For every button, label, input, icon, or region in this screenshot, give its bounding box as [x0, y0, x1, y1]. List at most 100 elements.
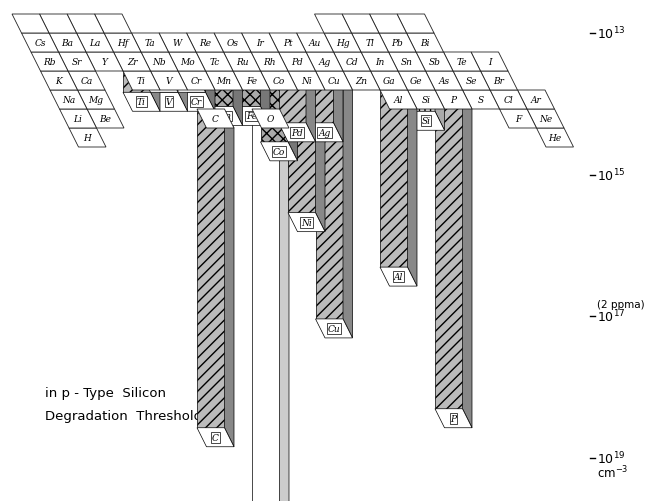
Polygon shape — [527, 110, 564, 129]
Text: Zn: Zn — [355, 77, 368, 86]
Text: Co: Co — [273, 77, 285, 86]
Polygon shape — [380, 268, 417, 287]
Text: Fe: Fe — [246, 77, 257, 86]
Polygon shape — [150, 72, 178, 93]
Text: Cu: Cu — [328, 324, 340, 333]
Polygon shape — [380, 91, 417, 110]
Polygon shape — [370, 15, 407, 34]
Polygon shape — [94, 15, 132, 34]
Text: Y: Y — [101, 58, 107, 67]
Polygon shape — [279, 53, 306, 124]
Polygon shape — [206, 72, 233, 107]
Polygon shape — [169, 53, 196, 74]
Polygon shape — [407, 91, 435, 112]
Polygon shape — [196, 53, 206, 93]
Text: Mn: Mn — [217, 77, 231, 86]
Text: Hg: Hg — [335, 39, 349, 48]
Polygon shape — [288, 72, 297, 161]
Polygon shape — [196, 53, 233, 72]
Polygon shape — [288, 72, 316, 213]
Text: Al: Al — [394, 96, 403, 105]
Polygon shape — [260, 72, 297, 91]
Polygon shape — [76, 34, 113, 53]
Polygon shape — [233, 107, 270, 126]
Polygon shape — [50, 91, 87, 110]
Text: Ar: Ar — [530, 96, 542, 105]
Text: Te: Te — [457, 58, 467, 67]
Polygon shape — [123, 72, 160, 91]
Text: As: As — [438, 77, 449, 86]
Text: Nb: Nb — [153, 79, 166, 88]
Polygon shape — [40, 15, 76, 34]
Polygon shape — [426, 72, 463, 91]
Polygon shape — [223, 53, 260, 72]
Text: Cu: Cu — [328, 77, 340, 86]
Polygon shape — [87, 110, 124, 129]
Polygon shape — [471, 53, 508, 72]
Text: Sb: Sb — [428, 58, 440, 67]
Text: Pd: Pd — [291, 129, 303, 138]
Text: Ir: Ir — [256, 39, 264, 48]
Polygon shape — [314, 15, 351, 34]
Polygon shape — [233, 72, 243, 126]
Text: Au: Au — [309, 39, 321, 48]
Text: Ru: Ru — [236, 58, 248, 67]
Polygon shape — [343, 72, 380, 91]
Text: Si: Si — [422, 117, 430, 126]
Text: Mo: Mo — [180, 58, 194, 67]
Text: Rh: Rh — [263, 58, 275, 67]
Polygon shape — [59, 53, 96, 72]
Polygon shape — [169, 74, 206, 93]
Text: P: P — [451, 96, 457, 105]
Text: Ge: Ge — [410, 77, 423, 86]
Text: V: V — [166, 77, 172, 86]
Text: Al: Al — [394, 273, 403, 282]
Polygon shape — [435, 91, 472, 110]
Polygon shape — [316, 72, 325, 232]
Polygon shape — [68, 72, 105, 91]
Text: Br: Br — [494, 77, 504, 86]
Text: Pt: Pt — [283, 39, 293, 48]
Text: I: I — [488, 58, 491, 67]
Polygon shape — [186, 34, 223, 53]
Polygon shape — [288, 72, 325, 91]
Text: S: S — [478, 96, 484, 105]
Polygon shape — [380, 91, 407, 268]
Polygon shape — [324, 34, 361, 53]
Text: Rb: Rb — [43, 58, 56, 67]
Polygon shape — [517, 91, 554, 110]
Polygon shape — [67, 15, 104, 34]
Text: O: O — [267, 115, 274, 124]
Text: Nb: Nb — [153, 58, 166, 67]
Text: Ag: Ag — [318, 129, 331, 138]
Polygon shape — [333, 53, 370, 72]
Polygon shape — [252, 110, 279, 501]
Polygon shape — [397, 15, 434, 34]
Text: Ti: Ti — [137, 98, 146, 107]
Text: Hf: Hf — [117, 39, 128, 48]
Text: C: C — [212, 115, 219, 124]
Text: $10^{19}$: $10^{19}$ — [597, 450, 625, 466]
Polygon shape — [435, 409, 472, 428]
Text: Pd: Pd — [291, 58, 303, 67]
Polygon shape — [260, 72, 270, 126]
Polygon shape — [398, 72, 435, 91]
Polygon shape — [123, 72, 150, 93]
Polygon shape — [480, 72, 517, 91]
Text: Mg: Mg — [88, 96, 103, 105]
Text: $10^{13}$: $10^{13}$ — [597, 26, 625, 42]
Polygon shape — [178, 93, 215, 112]
Polygon shape — [342, 15, 379, 34]
Polygon shape — [407, 91, 417, 287]
Polygon shape — [78, 91, 115, 110]
Polygon shape — [132, 34, 159, 55]
Text: Cr: Cr — [191, 77, 202, 86]
Text: W: W — [173, 60, 182, 69]
Polygon shape — [316, 319, 353, 338]
Polygon shape — [351, 34, 389, 53]
Text: Be: Be — [100, 115, 111, 124]
Text: Au: Au — [309, 60, 321, 69]
Text: Mn: Mn — [217, 112, 231, 121]
Text: Bi: Bi — [420, 39, 430, 48]
Polygon shape — [159, 34, 196, 53]
